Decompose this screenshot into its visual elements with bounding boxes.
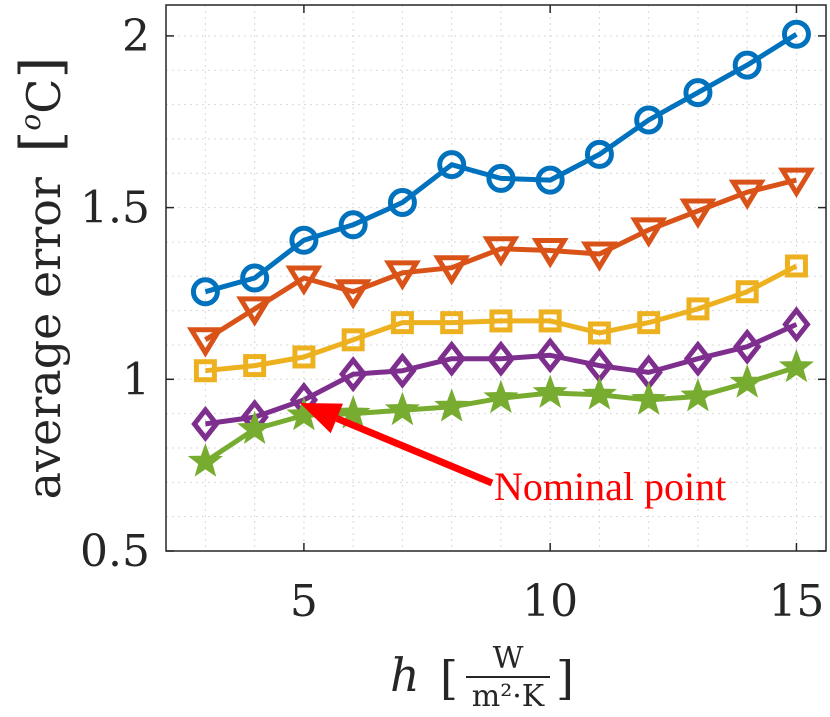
marker-diamond xyxy=(338,356,368,393)
marker-star xyxy=(532,374,568,408)
marker-star xyxy=(581,376,617,410)
marker-triangle-down xyxy=(383,260,421,291)
grid xyxy=(166,5,826,551)
x-tick-label: 15 xyxy=(768,576,824,627)
plot-area xyxy=(166,5,826,551)
series-triangle-down xyxy=(186,167,815,358)
marker-star xyxy=(729,364,765,398)
marker-star xyxy=(680,378,716,412)
marker-triangle-down xyxy=(334,279,372,310)
x-axis-unit-close-bracket: ] xyxy=(556,651,574,705)
x-tick-label: 10 xyxy=(522,576,578,627)
x-tick-label: 5 xyxy=(290,576,318,627)
annotation-layer: Nominal point xyxy=(299,403,726,509)
series-line-circle xyxy=(204,32,798,295)
marker-diamond xyxy=(191,405,220,442)
y-axis-unit-superscript: o xyxy=(14,114,47,131)
marker-triangle-down xyxy=(285,265,323,296)
y-tick-label: 1.5 xyxy=(80,183,150,234)
marker-triangle-down xyxy=(186,327,224,358)
marker-triangle-down xyxy=(728,179,766,210)
marker-triangle-down xyxy=(630,217,668,248)
marker-diamond xyxy=(683,340,713,377)
annotation-arrow-head xyxy=(299,403,343,434)
marker-square xyxy=(784,254,808,278)
marker-circle xyxy=(584,139,614,169)
tick-layer: 5 10 15 0.5 1 1.5 2 xyxy=(80,5,826,627)
marker-circle xyxy=(535,165,565,195)
marker-diamond xyxy=(388,352,417,389)
y-axis-unit: C xyxy=(17,79,71,114)
marker-star xyxy=(187,443,223,477)
marker-circle xyxy=(289,225,319,255)
marker-square xyxy=(292,345,316,369)
marker-circle xyxy=(486,163,516,193)
x-axis-unit-numerator: W xyxy=(493,641,524,676)
marker-star xyxy=(434,388,470,422)
marker-square xyxy=(390,311,414,335)
marker-diamond xyxy=(486,340,516,377)
marker-square xyxy=(735,280,759,304)
y-tick-label: 0.5 xyxy=(80,526,150,577)
marker-triangle-down xyxy=(580,241,618,272)
marker-square xyxy=(193,359,217,383)
annotation-arrow-shaft xyxy=(335,415,494,487)
marker-square xyxy=(440,311,464,335)
marker-circle xyxy=(437,150,467,180)
marker-circle xyxy=(634,105,664,135)
marker-diamond xyxy=(437,340,466,377)
marker-triangle-down xyxy=(679,198,717,229)
marker-circle xyxy=(190,277,220,307)
marker-triangle-down xyxy=(777,167,815,198)
marker-circle xyxy=(387,187,417,217)
marker-star xyxy=(483,379,519,414)
series-line-square xyxy=(205,263,798,374)
plot-frame xyxy=(165,4,827,552)
marker-square xyxy=(489,309,513,333)
marker-star xyxy=(631,381,667,415)
marker-triangle-down xyxy=(531,238,569,269)
marker-triangle-down xyxy=(236,296,274,327)
svg-text:average error [oC]: average error [oC] xyxy=(9,57,74,500)
series-square xyxy=(193,254,808,383)
series-line-triangle-down xyxy=(204,177,797,342)
series-circle xyxy=(190,19,811,307)
marker-square xyxy=(637,311,661,335)
x-axis-unit-open-bracket: [ xyxy=(440,651,458,705)
marker-star xyxy=(237,410,273,444)
marker-square xyxy=(341,328,365,352)
marker-star xyxy=(384,391,420,426)
marker-square xyxy=(686,297,710,321)
y-axis-label-text: average error xyxy=(17,177,71,499)
marker-circle xyxy=(732,50,762,80)
x-axis-label: h [ W m²·K ] xyxy=(390,641,574,714)
annotation-text: Nominal point xyxy=(494,464,726,509)
marker-circle xyxy=(683,78,713,108)
marker-diamond xyxy=(535,337,565,374)
marker-diamond xyxy=(782,306,811,343)
marker-square xyxy=(538,309,562,333)
marker-circle xyxy=(240,263,270,293)
marker-star xyxy=(778,348,814,383)
marker-circle xyxy=(781,19,811,49)
marker-triangle-down xyxy=(482,236,520,267)
y-tick-label: 1 xyxy=(122,354,150,405)
marker-triangle-down xyxy=(433,255,471,286)
x-axis-unit-denominator: m²·K xyxy=(472,679,545,714)
x-axis-label-text: h xyxy=(390,648,420,702)
y-axis-label: average error [oC] xyxy=(9,57,74,500)
y-tick-label: 2 xyxy=(122,11,150,62)
marker-square xyxy=(587,321,611,345)
series-star xyxy=(187,348,814,477)
marker-square xyxy=(243,354,267,378)
marker-circle xyxy=(338,210,368,240)
series-layer xyxy=(186,19,815,477)
marker-diamond xyxy=(733,328,762,365)
